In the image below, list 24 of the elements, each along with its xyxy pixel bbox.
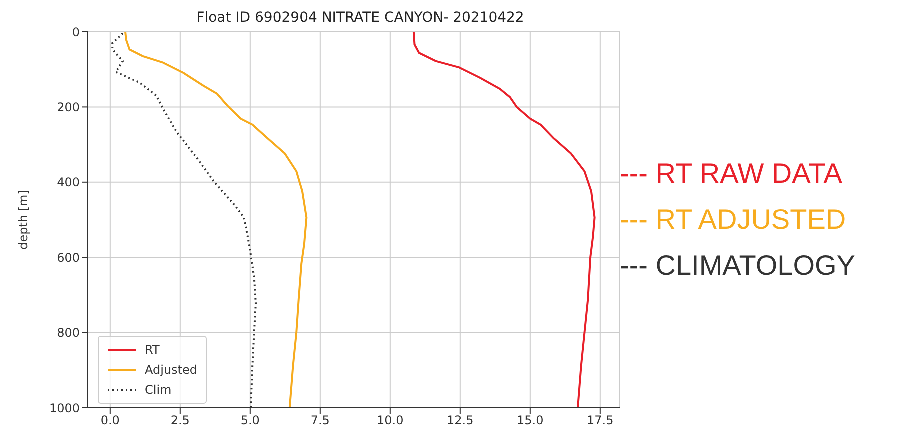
x-tick-label: 15.0 — [517, 414, 544, 428]
line-series — [124, 32, 308, 408]
y-axis-title: depth [m] — [16, 190, 30, 250]
y-tick-label: 800 — [57, 326, 80, 340]
y-tick-label: 400 — [57, 176, 80, 190]
y-tick-label: 600 — [57, 250, 80, 265]
legend-label: Clim — [145, 383, 172, 397]
x-tick-label: 10.0 — [377, 414, 404, 428]
y-tick-label: 0 — [72, 25, 80, 40]
x-tick-label: 12.5 — [447, 414, 474, 428]
x-tick-label: 2.5 — [170, 414, 190, 428]
y-tick-label: 1000 — [49, 401, 80, 416]
x-tick-label: 5.0 — [240, 414, 260, 428]
x-tick-label: 17.5 — [587, 414, 614, 428]
text: --- RT RAW DATA — [620, 158, 842, 190]
text: --- CLIMATOLOGY — [620, 250, 856, 282]
x-tick-label: 7.5 — [310, 414, 330, 428]
chart-title: Float ID 6902904 NITRATE CANYON- 20210422 — [196, 10, 526, 26]
line-series — [412, 32, 596, 408]
x-tick-label: 0.0 — [100, 414, 120, 428]
text: --- RT ADJUSTED — [620, 204, 846, 236]
y-tick-label: 200 — [57, 100, 80, 114]
legend-label: RT — [145, 343, 160, 357]
legend-label: Adjusted — [145, 363, 198, 377]
